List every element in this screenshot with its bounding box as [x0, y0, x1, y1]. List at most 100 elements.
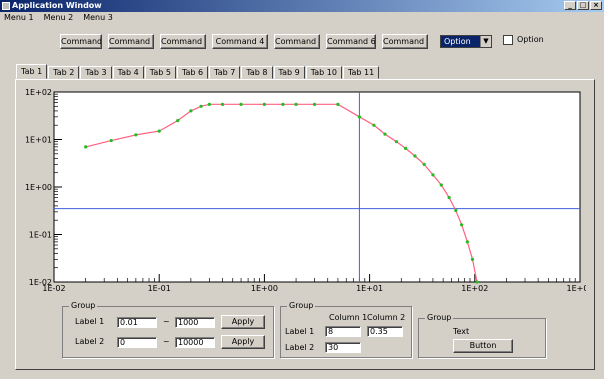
row-2-label: Label 2 [285, 343, 315, 352]
toolbar-button-6[interactable]: Command 6 [326, 34, 376, 49]
combo-value: Option [444, 37, 471, 46]
data-point [439, 183, 443, 187]
data-point [372, 123, 376, 127]
y-tick-label: 1E-02 [29, 278, 52, 287]
data-point [157, 129, 161, 133]
x-tick-label: 1E+02 [461, 284, 488, 292]
y-tick-label: 1E+00 [25, 183, 52, 192]
data-point [134, 133, 138, 137]
data-point [460, 223, 464, 227]
minimize-button[interactable]: _ [564, 1, 576, 10]
tab-11[interactable]: Tab 11 [342, 66, 380, 79]
axis-range-group: Group Label 1 0.01 ~ 1000 Apply Label 2 … [62, 301, 274, 358]
data-point [294, 102, 298, 106]
row-1-value-2: 0.35 [367, 326, 403, 337]
data-point [312, 102, 317, 106]
row-2-value-1: 30 [325, 342, 361, 353]
toolbar-button-5[interactable]: Command 5 [274, 34, 320, 49]
log-log-chart[interactable]: 1E-02 1E-01 1E+00 1E+01 1E+02 1E+03 1E+02 1E+01… [24, 86, 586, 292]
data-point [465, 240, 469, 244]
tab-1[interactable]: Tab 1 [16, 64, 48, 79]
x-tick-label: 1E-02 [42, 284, 65, 292]
data-point [281, 102, 285, 106]
option-checkbox-label: Option [517, 35, 544, 44]
tab-6[interactable]: Tab 6 [176, 66, 209, 79]
row-1-max-field[interactable]: 1000 [175, 317, 215, 328]
toolbar-button-3[interactable]: Command 3 [160, 34, 206, 49]
data-point [475, 280, 479, 284]
tab-panel [15, 79, 595, 370]
column-1-header: Column 1 [329, 313, 368, 322]
title-bar: Application Window _ □ × [0, 0, 604, 12]
maximize-button[interactable]: □ [577, 1, 589, 10]
row-2-label: Label 2 [75, 337, 105, 346]
x-tick-label: 1E+03 [566, 284, 586, 292]
tab-8[interactable]: Tab 8 [241, 66, 273, 79]
tab-3[interactable]: Tab 3 [80, 66, 112, 79]
data-point [422, 162, 426, 166]
data-point [220, 102, 225, 106]
row-1-value-1: 8 [325, 326, 361, 337]
tab-5[interactable]: Tab 5 [144, 66, 176, 79]
group-title: Group [287, 301, 316, 311]
tab-10[interactable]: Tab 10 [305, 66, 342, 79]
row-1-label: Label 1 [285, 327, 315, 336]
file-group: Group Text Button [418, 313, 546, 358]
group-title: Group [69, 301, 98, 311]
toolbar-button-4[interactable]: Command 4 [212, 34, 268, 49]
close-button[interactable]: × [590, 1, 602, 10]
toolbar-button-2[interactable]: Command 2 [108, 34, 154, 49]
row-2-apply-button[interactable]: Apply [221, 335, 265, 349]
row-1-label: Label 1 [75, 317, 105, 326]
menu-item-3[interactable]: Menu 3 [83, 13, 113, 22]
x-tick-label: 1E+01 [356, 284, 383, 292]
tab-strip: Tab 1 Tab 2 Tab 3 Tab 4 Tab 5 Tab 6 Tab … [16, 64, 380, 80]
column-2-header: Column 2 [367, 313, 406, 322]
series-line [85, 103, 478, 283]
data-point [109, 138, 113, 143]
plot-area [53, 91, 581, 283]
window-controls: _ □ × [564, 1, 602, 10]
row-1-apply-button[interactable]: Apply [221, 315, 265, 329]
data-point [404, 146, 408, 150]
data-point [357, 115, 362, 119]
toolbar-button-1[interactable]: Command 1 [60, 34, 102, 49]
group-text: Text [453, 327, 470, 336]
data-point [470, 257, 475, 261]
menu-item-1[interactable]: Menu 1 [4, 13, 34, 22]
data-point [394, 140, 399, 144]
y-tick-label: 1E-01 [29, 231, 52, 240]
row-2-min-field[interactable]: 0 [117, 337, 157, 348]
data-point [189, 109, 193, 113]
data-point [454, 208, 458, 213]
display-combo[interactable]: Option ▼ [440, 35, 492, 48]
tab-7[interactable]: Tab 7 [209, 66, 241, 79]
group-title: Group [425, 313, 454, 323]
x-tick-label: 1E-01 [148, 284, 171, 292]
row-1-min-field[interactable]: 0.01 [117, 317, 157, 328]
data-point [336, 102, 340, 106]
row-2-max-field[interactable]: 10000 [175, 337, 215, 348]
data-point [431, 173, 435, 177]
row-1-separator: ~ [163, 317, 170, 326]
chevron-down-icon[interactable]: ▼ [480, 36, 491, 47]
data-point [413, 154, 417, 158]
row-2-separator: ~ [163, 337, 170, 346]
menu-item-2[interactable]: Menu 2 [43, 13, 74, 22]
data-point [262, 102, 266, 106]
tab-2[interactable]: Tab 2 [48, 66, 80, 79]
option-checkbox[interactable] [503, 35, 513, 45]
menu-bar: Menu 1 Menu 2 Menu 3 [0, 12, 604, 23]
cursor-readout-group: Group Column 1 Column 2 Label 1 8 0.35 L… [280, 301, 412, 358]
x-tick-label: 1E+00 [251, 284, 278, 292]
data-point [207, 102, 211, 106]
data-point [383, 132, 387, 136]
window-title: Application Window [12, 1, 102, 10]
tab-4[interactable]: Tab 4 [112, 66, 144, 79]
tab-9[interactable]: Tab 9 [273, 66, 305, 79]
file-button[interactable]: Button [453, 339, 513, 353]
toolbar-button-7[interactable]: Command 7 [382, 34, 428, 49]
data-point [176, 118, 180, 123]
y-tick-label: 1E+02 [25, 88, 52, 97]
data-point [84, 145, 88, 149]
